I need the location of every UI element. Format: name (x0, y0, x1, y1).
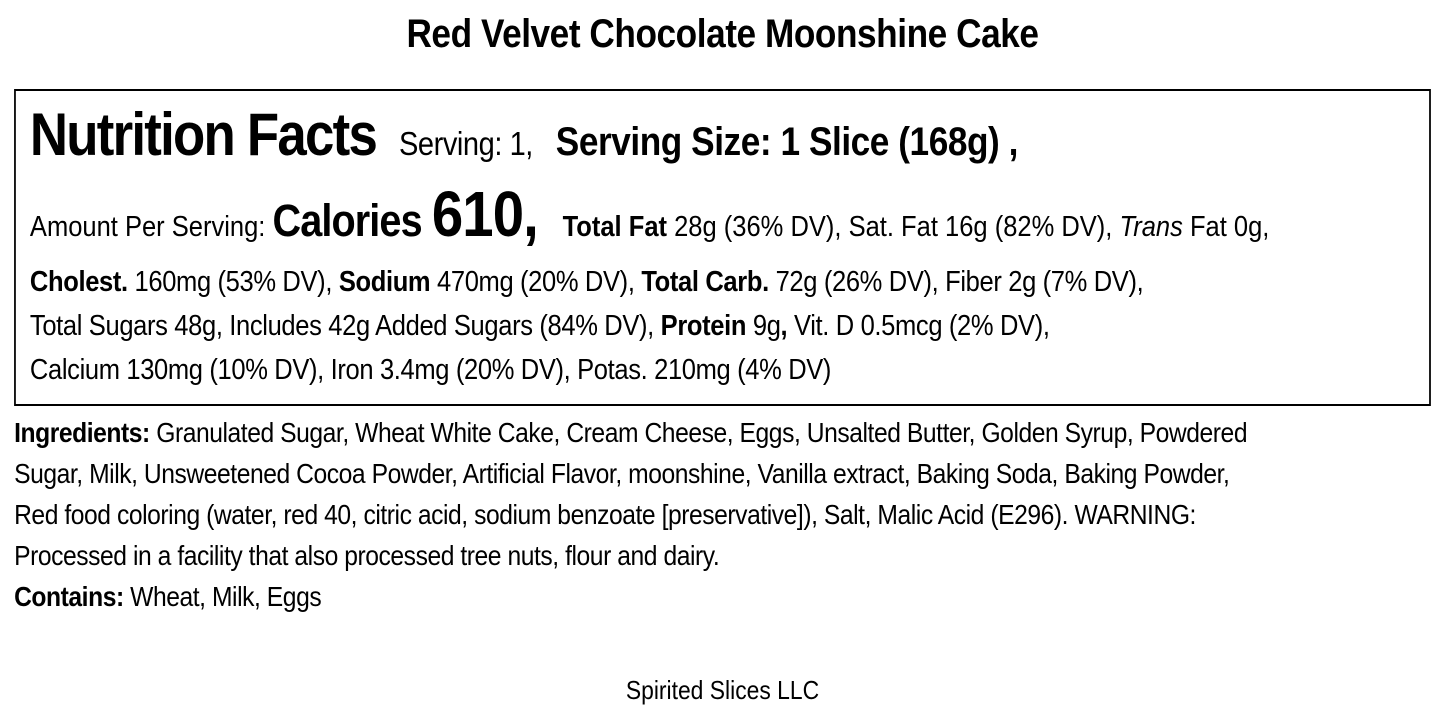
text-segment: Total Carb. (641, 266, 776, 298)
text-segment: Sugar, Milk, Unsweetened Cocoa Powder, A… (14, 458, 1230, 489)
text-segment: 28g (36% DV), Sat. Fat 16g (82% DV), (674, 211, 1120, 243)
text-segment: 160mg (53% DV), (134, 266, 339, 298)
text-segment: Vit. D 0.5mcg (2% DV), (787, 310, 1050, 342)
text-segment: Contains: (14, 581, 124, 612)
ingredients-line: Sugar, Milk, Unsweetened Cocoa Powder, A… (14, 453, 1431, 494)
cholesterol-sodium-carb-line: Cholest. 160mg (53% DV), Sodium 470mg (2… (30, 260, 1417, 304)
text-segment: Fat 0g, (1189, 211, 1270, 243)
nutrition-facts-header-line: Nutrition Facts Serving: 1, Serving Size: … (30, 99, 1417, 182)
product-title: Red Velvet Chocolate Moonshine Cake (406, 12, 1039, 56)
ingredients-line: Ingredients: Granulated Sugar, Wheat Whi… (14, 412, 1431, 453)
text-segment: Cholest. (29, 266, 135, 298)
text-segment: Red food coloring (water, red 40, citric… (14, 499, 1196, 530)
text-segment: Processed in a facility that also proces… (14, 540, 720, 571)
text-segment: 9g (746, 310, 781, 342)
text-segment: , (780, 310, 788, 342)
text-segment: Granulated Sugar, Wheat White Cake, Crea… (149, 417, 1248, 448)
text-segment: Calcium 130mg (10% DV), Iron 3.4mg (20% … (29, 354, 832, 386)
label-sheet: Red Velvet Chocolate Moonshine Cake Nutr… (0, 10, 1445, 705)
ingredients-line: Processed in a facility that also proces… (14, 535, 1431, 576)
text-segment: 610, (431, 178, 539, 250)
ingredients-section: Ingredients: Granulated Sugar, Wheat Whi… (14, 412, 1431, 617)
text-segment: Nutrition Facts (29, 101, 378, 168)
text-segment: Trans (1119, 211, 1190, 243)
text-segment: Total Sugars 48g, Includes 42g Added Sug… (29, 310, 661, 342)
text-segment: Serving: 1, (398, 125, 533, 162)
text-segment: Wheat, Milk, Eggs (123, 581, 322, 612)
minerals-line: Calcium 130mg (10% DV), Iron 3.4mg (20% … (30, 348, 1417, 392)
text-segment: Serving Size: 1 Slice (168g) , (555, 120, 1019, 164)
ingredients-line: Red food coloring (water, red 40, citric… (14, 494, 1431, 535)
text-segment: Amount Per Serving: (29, 211, 273, 243)
text-segment: Ingredients: (14, 417, 150, 448)
text-segment: Calories (272, 195, 432, 246)
nutrition-facts-panel: Nutrition Facts Serving: 1, Serving Size: … (14, 89, 1431, 406)
calories-line: Amount Per Serving: Calories 610, Total F… (30, 182, 1417, 260)
text-segment: 72g (26% DV), Fiber 2g (7% DV), (775, 266, 1144, 298)
text-segment: Sodium (338, 266, 438, 298)
text-segment: 470mg (20% DV), (437, 266, 642, 298)
ingredients-paragraph: Ingredients: Granulated Sugar, Wheat Whi… (14, 412, 1431, 576)
sugars-protein-vitamin-line: Total Sugars 48g, Includes 42g Added Sug… (30, 304, 1417, 348)
contains-statement: Contains: Wheat, Milk, Eggs (14, 576, 1431, 617)
company-name: Spirited Slices LLC (625, 675, 820, 705)
text-segment: Total Fat (562, 211, 675, 243)
text-segment: Protein (660, 310, 747, 342)
